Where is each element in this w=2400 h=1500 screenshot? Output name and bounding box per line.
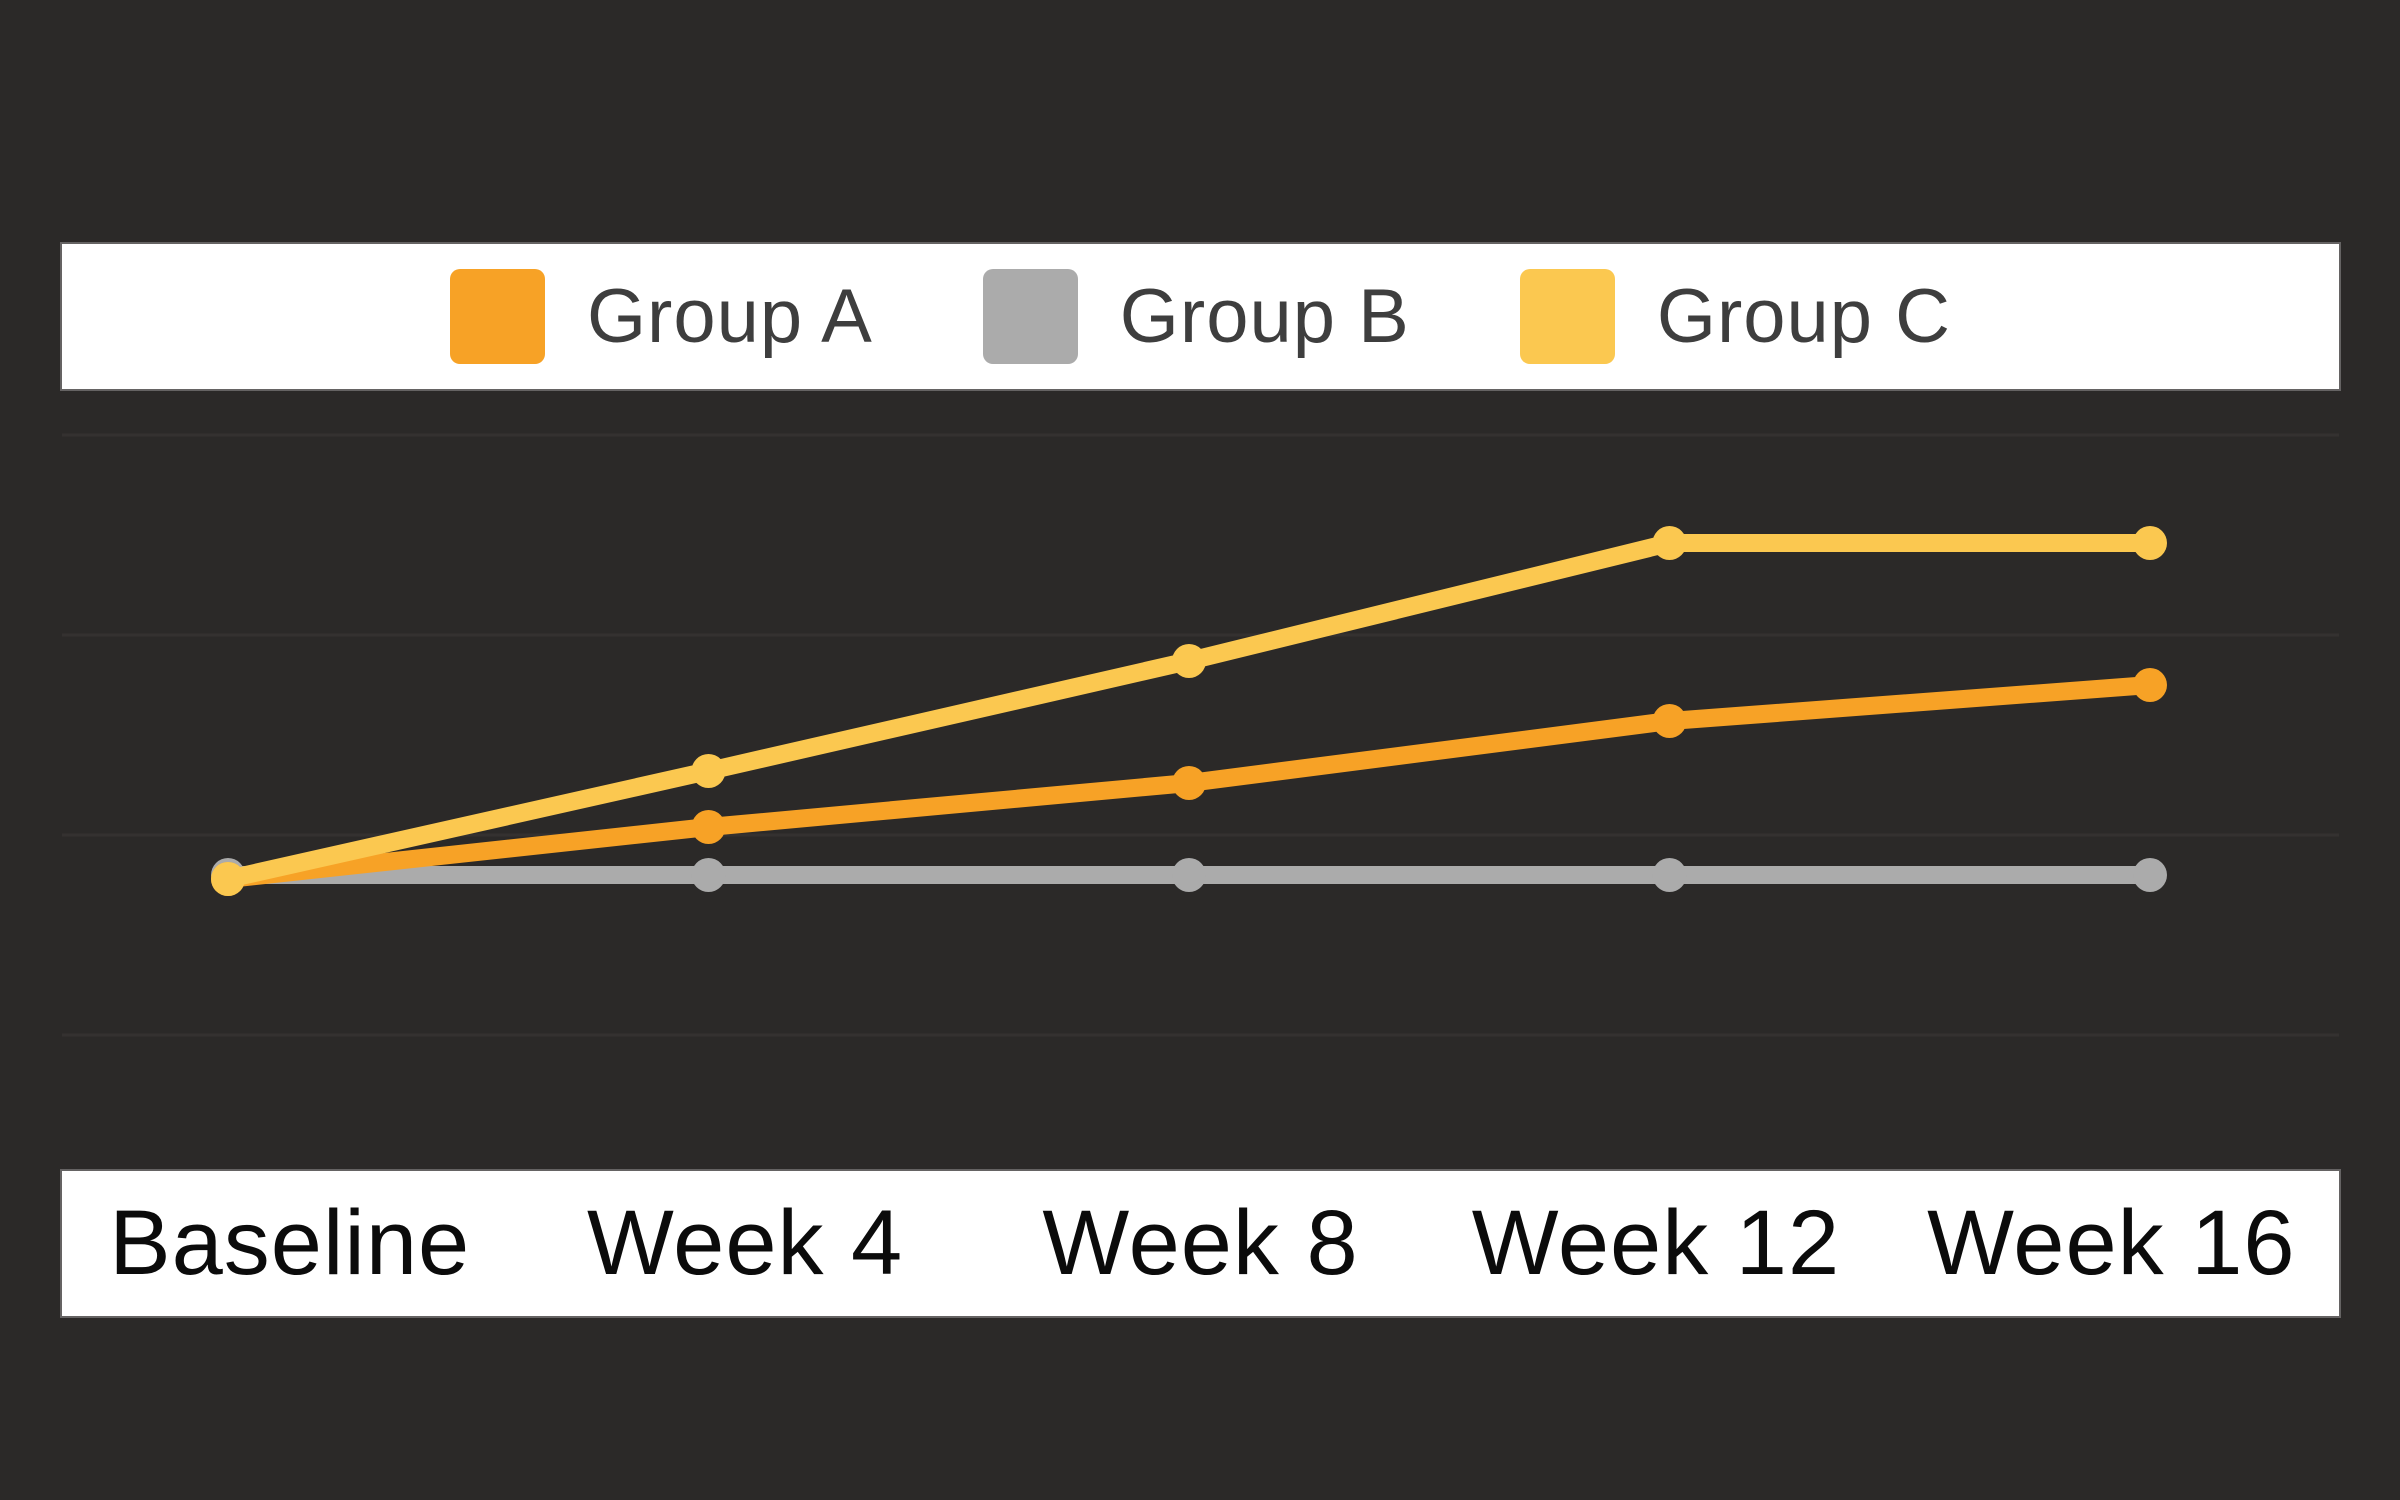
legend-label-group-a: Group A bbox=[586, 274, 873, 359]
data-point bbox=[691, 858, 726, 892]
data-point bbox=[2133, 668, 2167, 702]
data-point bbox=[1172, 644, 1206, 678]
data-point bbox=[1652, 526, 1687, 560]
data-point bbox=[1652, 704, 1687, 738]
legend-swatch-group-b bbox=[982, 269, 1078, 364]
data-point bbox=[2133, 526, 2167, 560]
x-tick-baseline: Baseline bbox=[109, 1192, 471, 1294]
x-tick-week-16: Week 16 bbox=[1927, 1192, 2296, 1294]
legend-label-group-b: Group B bbox=[1119, 274, 1410, 359]
legend-item-group-c: Group C bbox=[1519, 269, 1952, 364]
series-group-a bbox=[211, 668, 2167, 896]
data-point bbox=[691, 754, 726, 788]
legend-bar: Group A Group B Group C bbox=[62, 244, 2339, 389]
legend-label-group-c: Group C bbox=[1656, 274, 1952, 359]
x-tick-week-8: Week 8 bbox=[1042, 1192, 1359, 1294]
data-point bbox=[211, 862, 245, 896]
gridlines bbox=[62, 433, 2339, 1037]
data-point bbox=[2133, 858, 2167, 892]
x-axis-bar: Baseline Week 4 Week 8 Week 12 Week 16 bbox=[62, 1171, 2339, 1316]
x-tick-week-12: Week 12 bbox=[1471, 1192, 1841, 1294]
x-tick-week-4: Week 4 bbox=[586, 1192, 904, 1294]
legend-swatch-group-c bbox=[1519, 269, 1615, 364]
data-point bbox=[1172, 858, 1206, 892]
series-group-b bbox=[211, 858, 2167, 892]
legend-swatch-group-a bbox=[449, 269, 545, 364]
data-point bbox=[1172, 766, 1206, 800]
data-point bbox=[1652, 858, 1687, 892]
legend-item-group-b: Group B bbox=[982, 269, 1410, 364]
data-point bbox=[691, 810, 726, 844]
series-group-c bbox=[211, 526, 2167, 896]
legend-item-group-a: Group A bbox=[449, 269, 873, 364]
